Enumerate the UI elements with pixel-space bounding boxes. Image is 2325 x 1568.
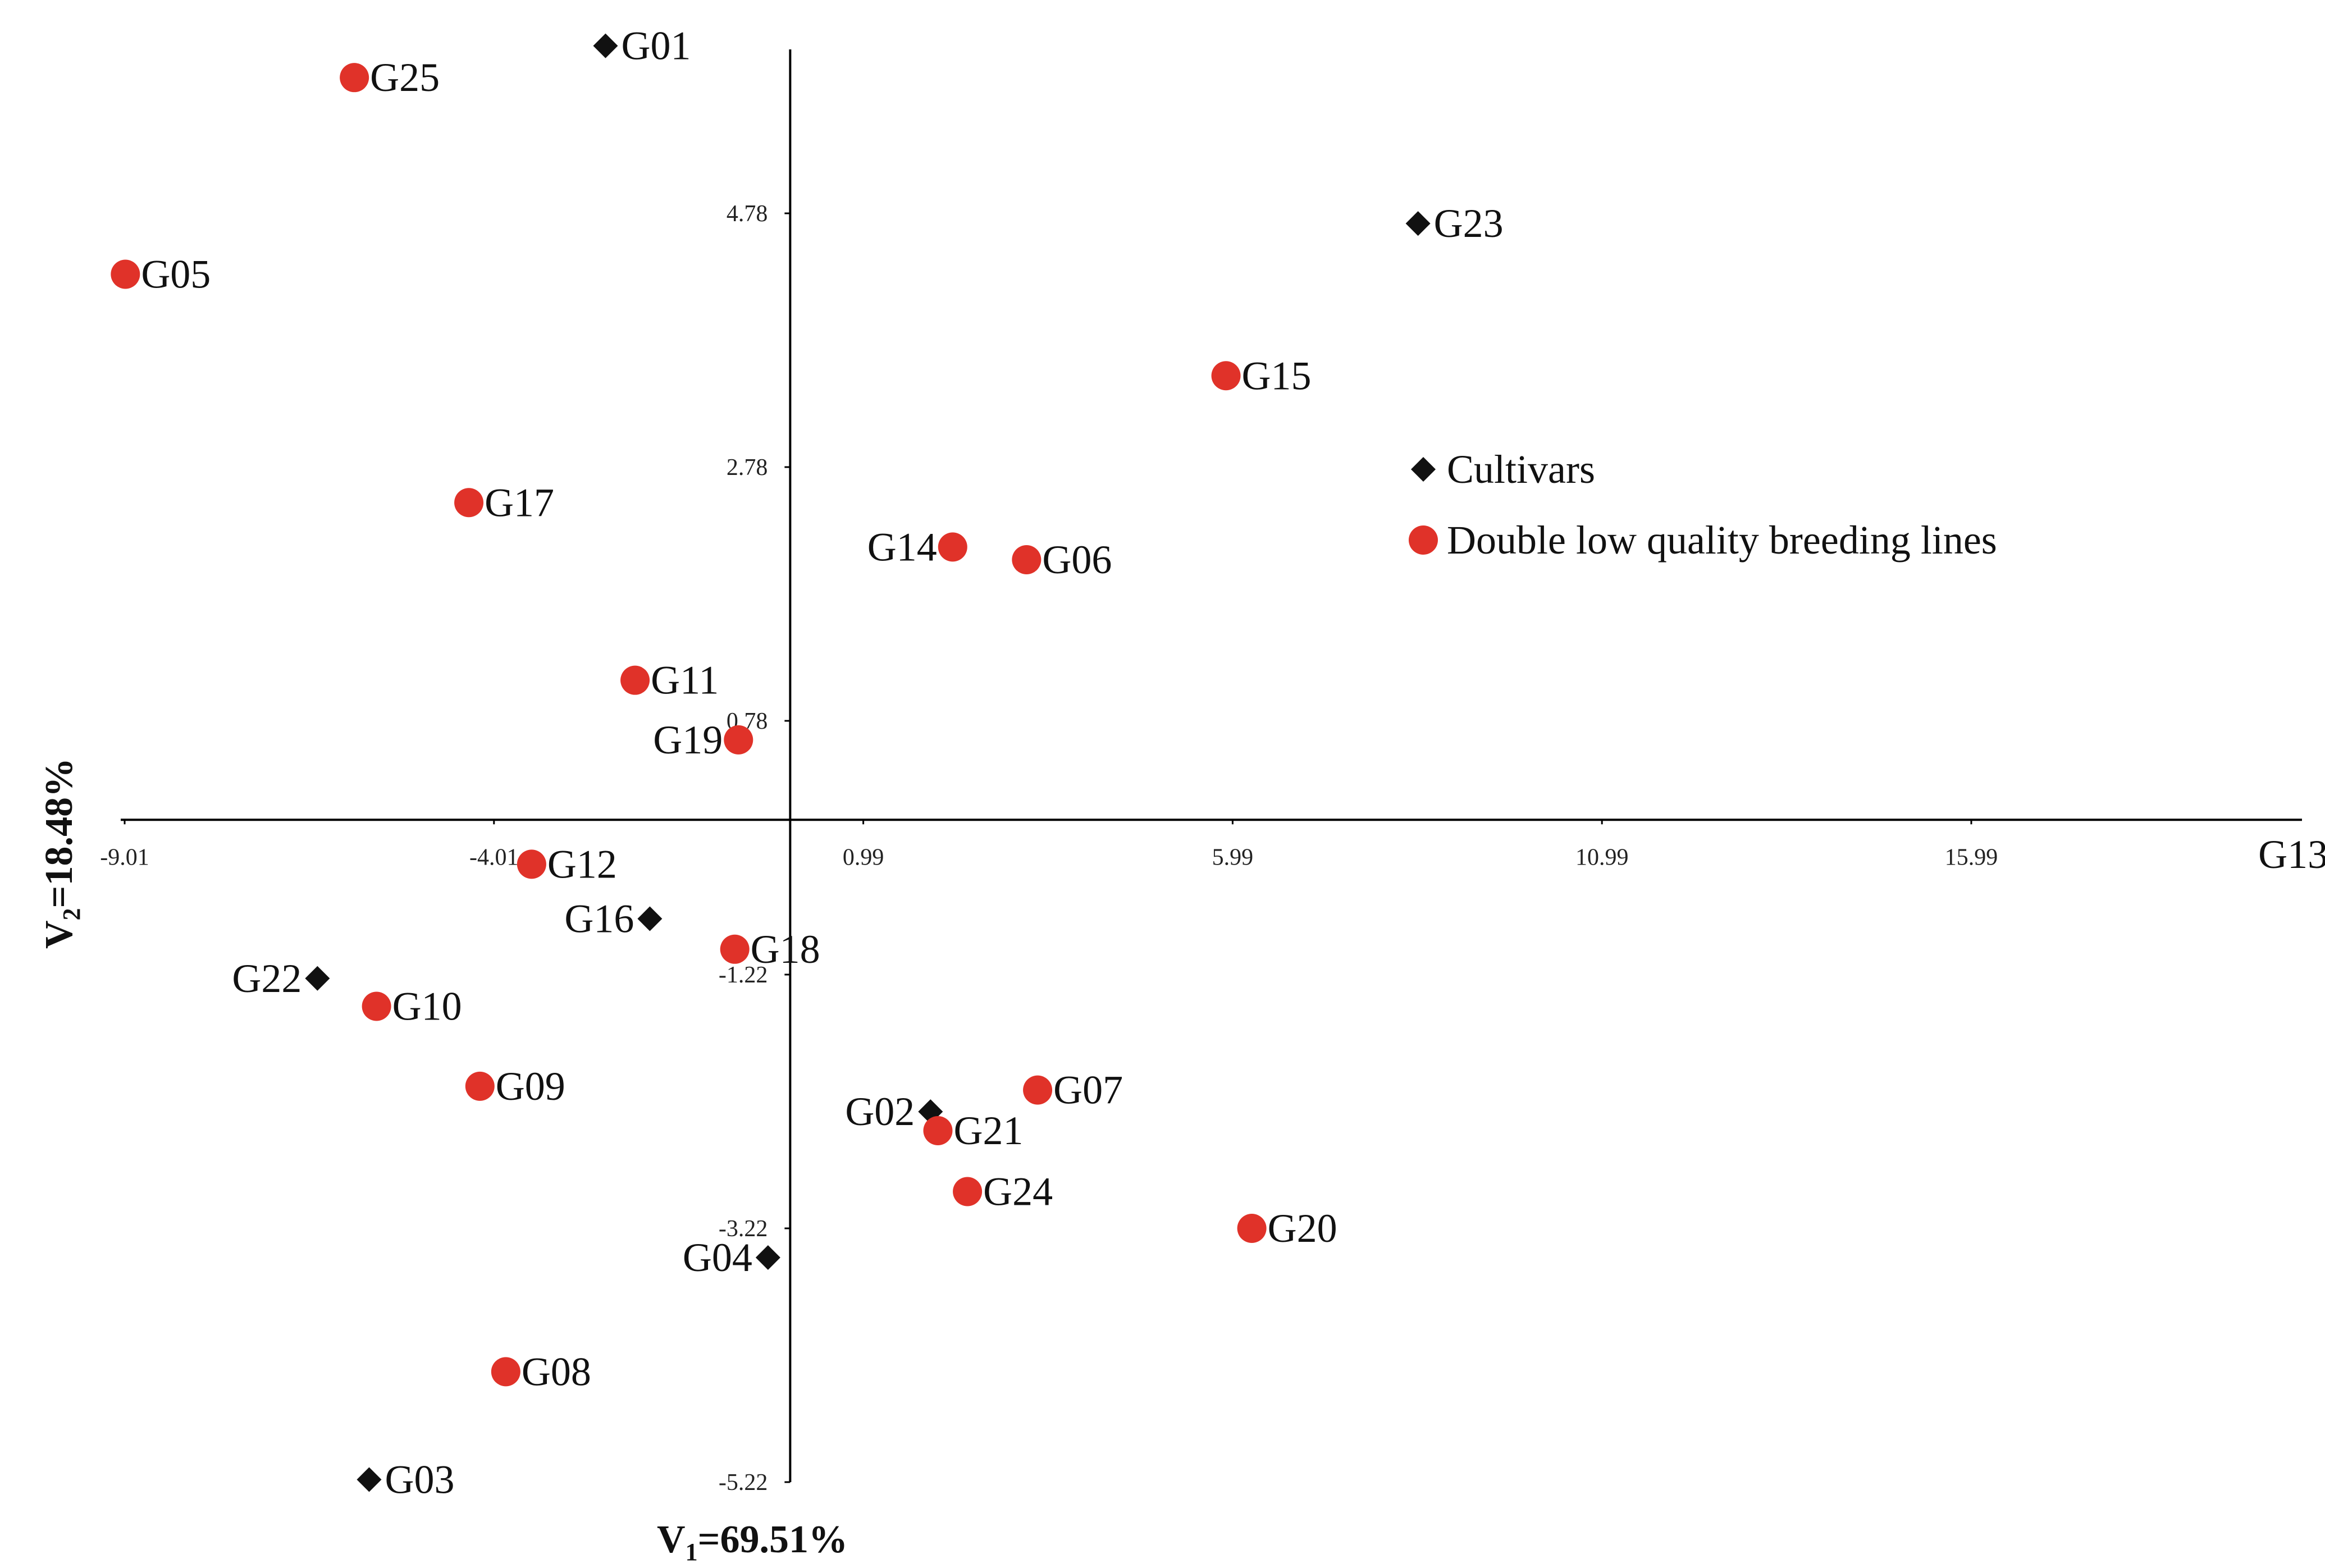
point-g17-label: G17 xyxy=(485,480,554,525)
point-g04-marker xyxy=(755,1245,780,1270)
point-g01-label: G01 xyxy=(621,24,691,68)
point-g23-label: G23 xyxy=(1434,201,1504,246)
x-tick-label: 15.99 xyxy=(1945,844,1998,870)
point-g09-label: G09 xyxy=(496,1064,565,1109)
y-tick-label: -3.22 xyxy=(719,1216,768,1242)
legend-cultivars-marker xyxy=(1411,457,1436,482)
point-g20-marker xyxy=(1237,1214,1267,1243)
point-g22-label: G22 xyxy=(232,956,302,1001)
point-g03-marker xyxy=(357,1467,382,1492)
x-tick-label: -9.01 xyxy=(100,844,149,870)
point-g10-label: G10 xyxy=(392,984,462,1029)
point-g11-marker xyxy=(620,665,650,695)
point-g24-marker xyxy=(953,1177,983,1206)
point-g13-label: G13 xyxy=(2258,832,2325,877)
x-tick-label: -4.01 xyxy=(469,844,519,870)
x-tick-label: 5.99 xyxy=(1212,844,1254,870)
legend-cultivars-label: Cultivars xyxy=(1447,447,1595,492)
point-g16-label: G16 xyxy=(564,897,634,941)
point-g14-label: G14 xyxy=(867,524,937,569)
point-g19-label: G19 xyxy=(653,717,723,762)
x-axis-title: V1=69.51% xyxy=(657,1518,848,1566)
point-g12-label: G12 xyxy=(547,842,617,886)
point-g21-label: G21 xyxy=(953,1108,1023,1153)
x-tick-label: 10.99 xyxy=(1575,844,1629,870)
point-g05-marker xyxy=(111,259,140,289)
point-g07-marker xyxy=(1023,1075,1053,1105)
point-g05-label: G05 xyxy=(141,252,211,296)
point-g17-marker xyxy=(454,488,484,518)
point-g07-label: G07 xyxy=(1053,1068,1123,1113)
y-tick-label: -5.22 xyxy=(719,1470,768,1496)
point-g02-label: G02 xyxy=(845,1089,915,1134)
point-g01-marker xyxy=(593,33,618,58)
legend-lines-label: Double low quality breeding lines xyxy=(1447,518,1997,563)
x-axis-ticks: -9.01 -4.01 0.99 5.99 10.99 15.99 xyxy=(100,820,1998,870)
axes xyxy=(121,49,2302,1482)
legend: Cultivars Double low quality breeding lin… xyxy=(1409,447,1997,563)
point-g10-marker xyxy=(362,991,391,1021)
point-g24-label: G24 xyxy=(983,1169,1053,1214)
point-g06-marker xyxy=(1012,545,1042,574)
data-points: G01 G23 G16 G22 G02 G04 G03 G25 G05 G15 G17 G14 G06 G… xyxy=(111,24,2325,1502)
point-g08-label: G08 xyxy=(522,1349,591,1394)
y-tick-label: 2.78 xyxy=(727,455,768,481)
point-g11-label: G11 xyxy=(651,658,719,703)
point-g18-label: G18 xyxy=(751,927,820,972)
point-g19-marker xyxy=(724,725,753,755)
point-g22-marker xyxy=(305,966,330,991)
point-g25-marker xyxy=(340,63,369,93)
point-g03-label: G03 xyxy=(385,1457,454,1502)
point-g15-label: G15 xyxy=(1242,353,1312,398)
point-g08-marker xyxy=(491,1357,520,1387)
point-g12-marker xyxy=(517,849,546,879)
x-tick-label: 0.99 xyxy=(843,844,884,870)
point-g21-marker xyxy=(923,1116,953,1145)
point-g14-marker xyxy=(938,532,967,562)
point-g18-marker xyxy=(720,934,750,964)
point-g04-label: G04 xyxy=(683,1235,752,1280)
point-g06-label: G06 xyxy=(1042,537,1112,582)
y-axis-title: V2=18.48% xyxy=(38,758,85,949)
point-g20-label: G20 xyxy=(1268,1206,1337,1251)
point-g15-marker xyxy=(1211,361,1241,391)
y-tick-label: 4.78 xyxy=(727,201,768,227)
point-g16-marker xyxy=(637,906,663,931)
point-g25-label: G25 xyxy=(370,55,440,100)
y-axis-ticks: -5.22-3.22-1.220.782.784.78 xyxy=(719,201,791,1496)
point-g23-marker xyxy=(1405,211,1431,236)
y-tick-label: -1.22 xyxy=(719,962,768,988)
point-g09-marker xyxy=(465,1071,495,1101)
legend-lines-marker xyxy=(1409,525,1438,555)
